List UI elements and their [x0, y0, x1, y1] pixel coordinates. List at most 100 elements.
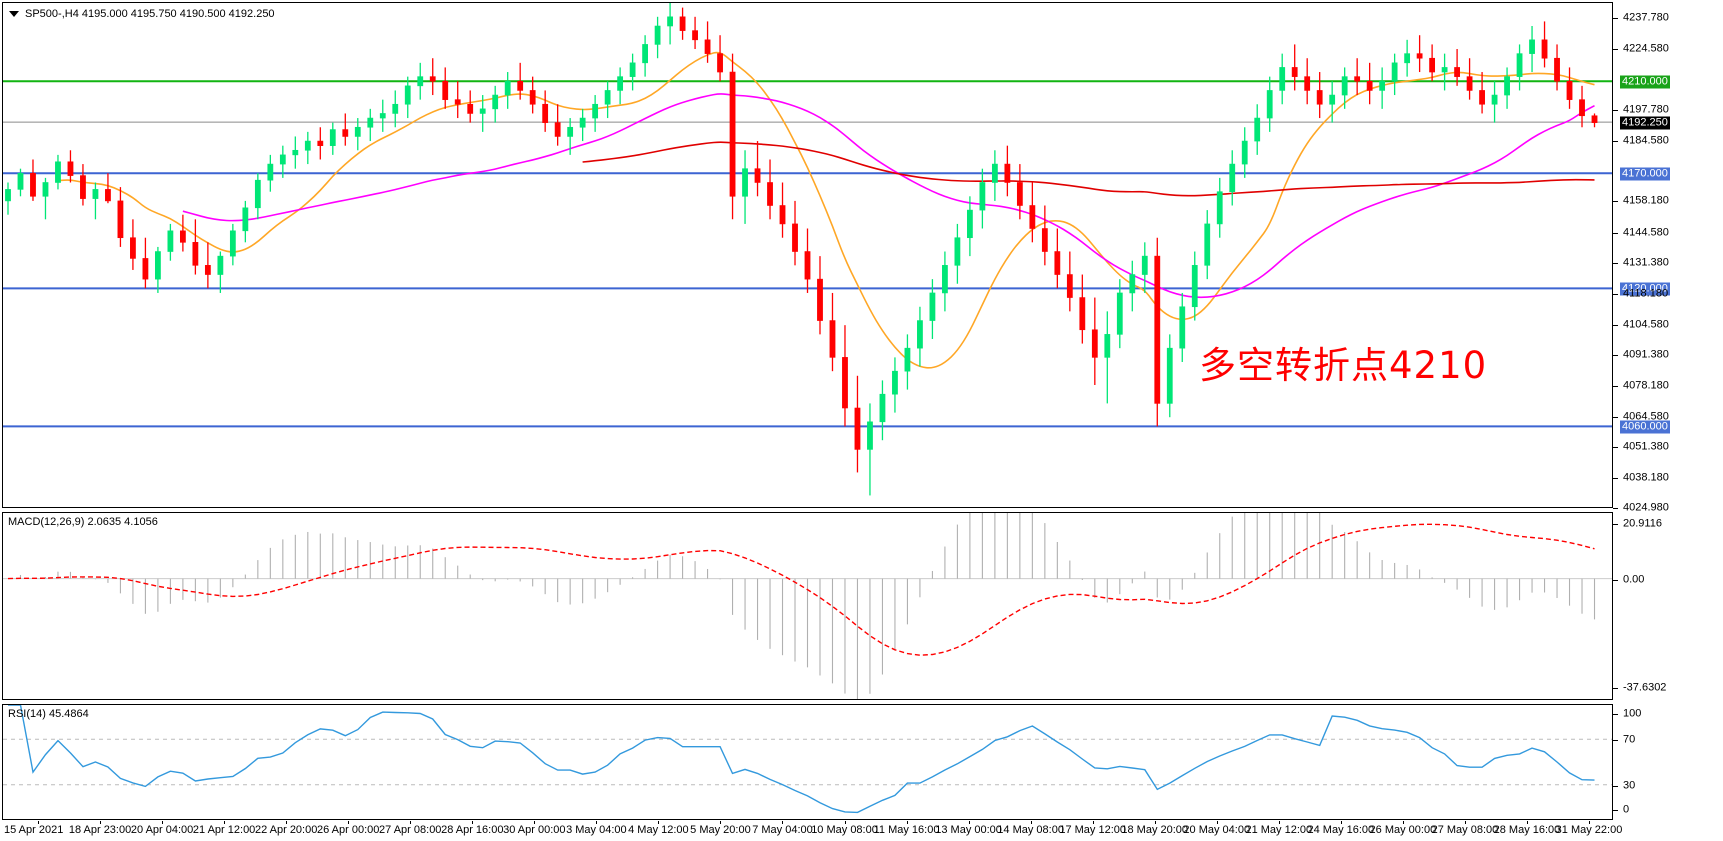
- time-axis-tick: [1278, 821, 1280, 824]
- time-axis-label: 10 May 08:00: [811, 824, 878, 836]
- chart-header: SP500-,H4 4195.000 4195.750 4190.500 419…: [9, 8, 275, 20]
- price-axis-tick: [1613, 293, 1618, 295]
- main-panel-plot-area[interactable]: [3, 3, 1612, 507]
- rsi-axis-label: 70: [1623, 733, 1636, 746]
- price-axis-tick: [1613, 18, 1618, 20]
- price-axis-tick: [1613, 324, 1618, 326]
- time-axis-tick: [100, 821, 102, 824]
- price-axis[interactable]: 4237.780 4224.580 4210.000 4197.780 4192.250…: [1613, 2, 1723, 513]
- symbol-ohlc-label: SP500-,H4 4195.000 4195.750 4190.500 419…: [25, 8, 275, 20]
- time-axis-label: 18 May 20:00: [1121, 824, 1189, 836]
- rsi-svg: [3, 705, 1612, 814]
- time-axis-tick: [906, 821, 908, 824]
- price-axis-label: 4024.980: [1623, 501, 1669, 514]
- price-axis-tick: [1613, 110, 1618, 112]
- time-axis-tick: [1340, 821, 1342, 824]
- time-axis-label: 15 Apr 2021: [4, 824, 64, 836]
- time-axis-tick: [38, 821, 39, 824]
- price-axis-label: 4224.580: [1623, 42, 1669, 55]
- time-axis-label: 14 May 08:00: [997, 824, 1064, 836]
- time-axis-tick: [1030, 821, 1032, 824]
- rsi-axis-label: 100: [1623, 707, 1642, 720]
- time-axis-label: 7 May 04:00: [752, 824, 813, 836]
- time-axis-tick: [472, 821, 474, 824]
- time-axis-label: 30 Apr 00:00: [503, 824, 566, 836]
- time-axis-label: 28 Apr 16:00: [441, 824, 504, 836]
- time-axis-tick: [1526, 821, 1528, 824]
- price-axis-tick: [1613, 447, 1618, 449]
- time-axis-label: 24 May 16:00: [1307, 824, 1375, 836]
- time-axis-tick: [720, 821, 722, 824]
- time-axis-label: 27 May 08:00: [1431, 824, 1499, 836]
- rsi-panel[interactable]: RSI(14) 45.4864: [2, 704, 1613, 820]
- price-axis-label: 4091.380: [1623, 348, 1669, 361]
- rsi-legend: RSI(14) 45.4864: [8, 708, 89, 720]
- price-axis-tick: [1613, 477, 1618, 479]
- time-axis-tick: [534, 821, 536, 824]
- macd-axis-label: 20.9116: [1623, 517, 1662, 530]
- price-axis-tick: [1613, 416, 1618, 418]
- time-axis[interactable]: 15 Apr 2021 18 Apr 23:00 20 Apr 04:00 21 Ap…: [2, 821, 1622, 841]
- rsi-plot-area[interactable]: [3, 705, 1612, 819]
- time-axis-label: 3 May 04:00: [566, 824, 627, 836]
- rsi-axis: 100 70 30 0: [1613, 704, 1723, 820]
- price-axis-label: 4078.180: [1623, 379, 1669, 392]
- macd-axis-label: 0.00: [1623, 573, 1645, 586]
- macd-legend: MACD(12,26,9) 2.0635 4.1056: [8, 516, 158, 528]
- macd-panel[interactable]: MACD(12,26,9) 2.0635 4.1056: [2, 512, 1613, 700]
- price-badge-4192-250: 4192.250: [1620, 116, 1670, 130]
- time-axis-label: 20 Apr 04:00: [130, 824, 194, 836]
- price-axis-label: 4197.780: [1623, 103, 1669, 116]
- main-price-panel[interactable]: SP500-,H4 4195.000 4195.750 4190.500 419…: [2, 2, 1613, 508]
- time-axis-label: 18 Apr 23:00: [68, 824, 132, 836]
- macd-axis-tick: [1613, 579, 1618, 581]
- time-axis-tick: [348, 821, 350, 824]
- time-axis-label: 26 May 00:00: [1369, 824, 1437, 836]
- price-axis-tick: [1613, 140, 1618, 142]
- price-axis-label: 4064.580: [1623, 410, 1669, 423]
- time-axis-label: 21 Apr 12:00: [192, 824, 256, 836]
- time-axis-tick: [1154, 821, 1156, 824]
- macd-axis-tick: [1613, 688, 1618, 689]
- macd-svg: [3, 513, 1612, 699]
- time-axis-tick: [162, 821, 164, 824]
- price-axis-label: 4144.580: [1623, 226, 1669, 239]
- rsi-axis-tick: [1613, 714, 1618, 715]
- time-axis-label: 28 May 16:00: [1493, 824, 1561, 836]
- price-axis-label: 4237.780: [1623, 11, 1669, 24]
- time-axis-label: 20 May 04:00: [1183, 824, 1251, 836]
- price-axis-tick: [1613, 355, 1618, 357]
- time-axis-label: 17 May 12:00: [1059, 824, 1126, 836]
- price-axis-tick: [1613, 232, 1618, 234]
- price-axis-tick: [1613, 263, 1618, 265]
- time-axis-label: 22 Apr 20:00: [254, 824, 318, 836]
- time-axis-tick: [1402, 821, 1404, 824]
- price-axis-label: 4051.380: [1623, 440, 1669, 453]
- time-axis-label: 5 May 20:00: [690, 824, 751, 836]
- price-badge-4120-000: 4120.000: [1620, 282, 1670, 296]
- time-axis-tick: [658, 821, 660, 824]
- macd-axis: 20.9116 0.00 -37.6302: [1613, 512, 1723, 700]
- price-candlestick-svg: [3, 3, 1612, 496]
- rsi-axis-label: 0: [1623, 803, 1630, 816]
- time-axis-label: 21 May 12:00: [1245, 824, 1313, 836]
- rsi-axis-tick: [1613, 740, 1618, 742]
- time-axis-tick: [1216, 821, 1218, 824]
- time-axis-tick: [968, 821, 970, 824]
- price-axis-label: 4118.180: [1623, 287, 1669, 300]
- price-badge-4170-000: 4170.000: [1620, 167, 1670, 181]
- rsi-axis-tick: [1613, 785, 1618, 787]
- price-axis-tick: [1613, 201, 1618, 203]
- price-axis-tick: [1613, 508, 1618, 509]
- price-axis-label: 4184.580: [1623, 134, 1669, 147]
- time-axis-tick: [410, 821, 412, 824]
- time-axis-tick: [596, 821, 598, 824]
- price-axis-label: 4038.180: [1623, 471, 1669, 484]
- caret-down-icon[interactable]: [9, 11, 19, 17]
- price-axis-tick: [1613, 48, 1618, 50]
- time-axis-label: 27 Apr 08:00: [379, 824, 442, 836]
- price-axis-label: 4158.180: [1623, 194, 1669, 207]
- time-axis-tick: [1589, 821, 1590, 824]
- macd-plot-area[interactable]: [3, 513, 1612, 699]
